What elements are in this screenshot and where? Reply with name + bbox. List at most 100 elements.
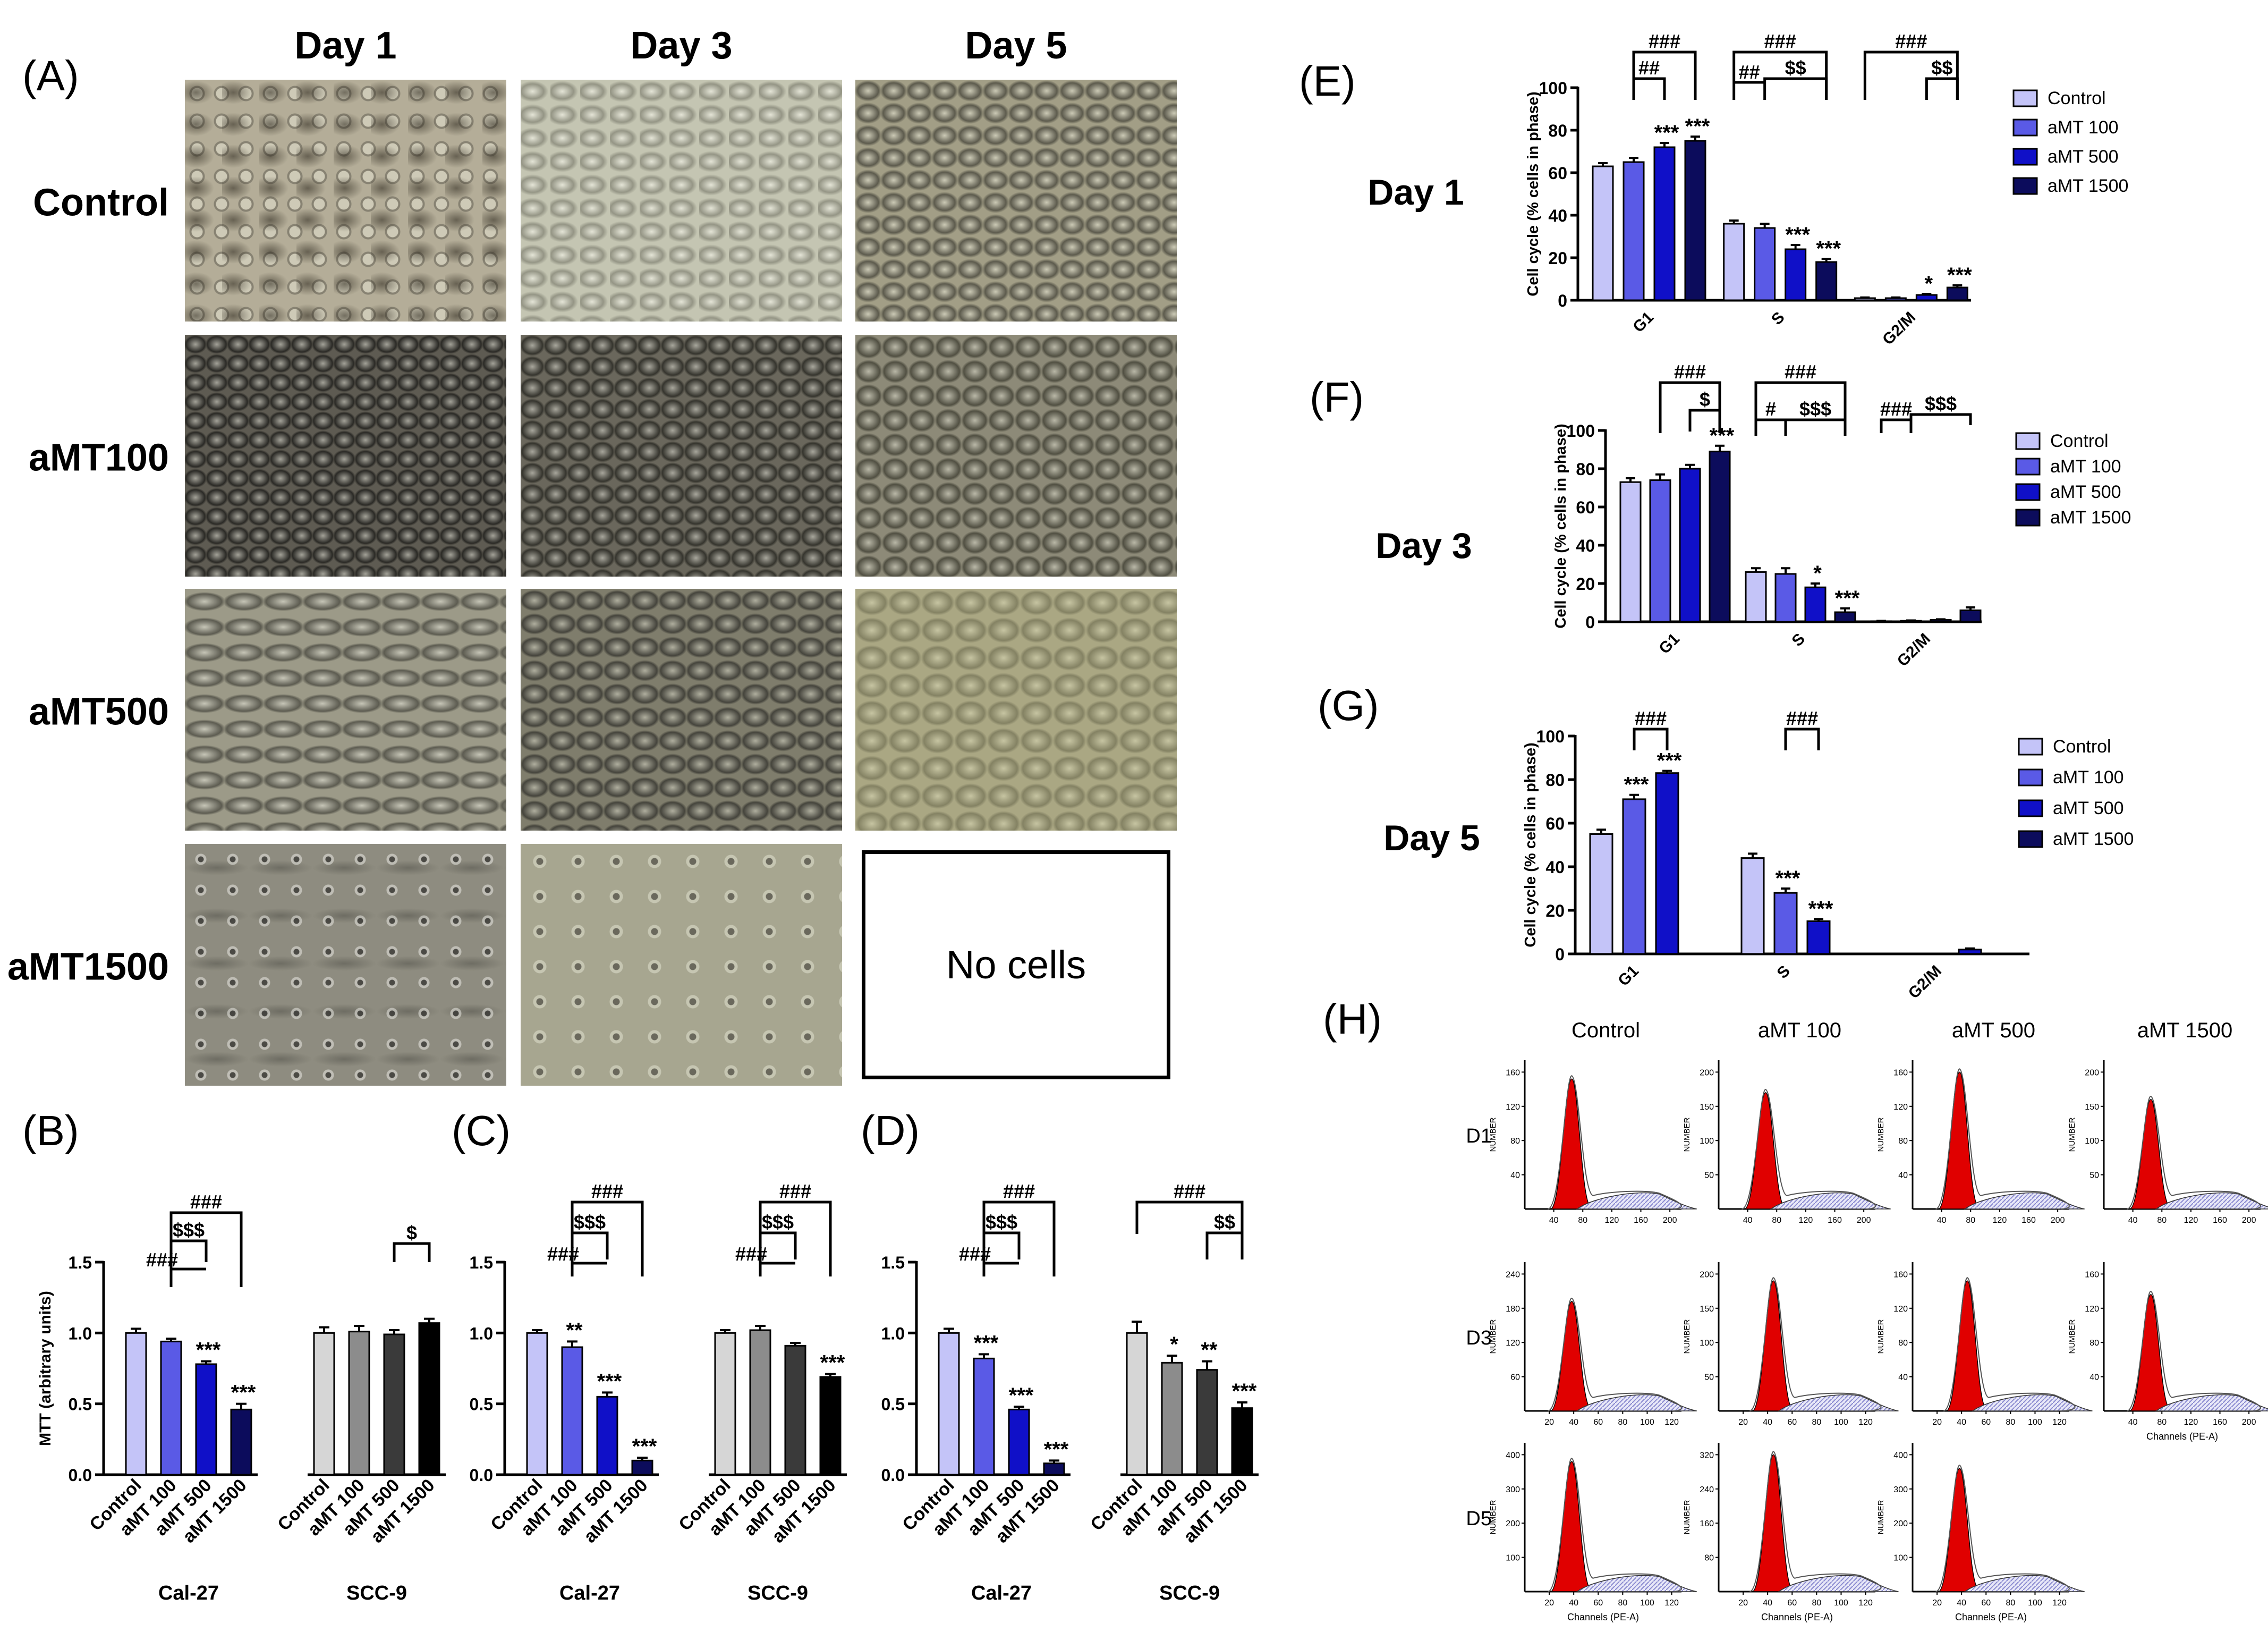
mtt-b-bar (125, 1332, 147, 1476)
histogram-y-axis-label: NUMBER (1683, 1319, 1692, 1354)
cycle-g-bar (1655, 772, 1679, 955)
cycle-f-ann-6-bracket (1880, 418, 1913, 433)
histogram-x-tick-label: 80 (2006, 1418, 2015, 1427)
panel-label-f: (F) (1310, 374, 1364, 421)
histogram-s-phase (1964, 1192, 2085, 1210)
histogram-y-axis-label: NUMBER (1876, 1500, 1885, 1534)
histogram-x-tick-label: 40 (1763, 1599, 1772, 1608)
cycle-f-bar (1804, 586, 1827, 623)
mtt-c-bar (596, 1396, 618, 1476)
mtt-d-group-label: Cal-27 (971, 1582, 1032, 1604)
mtt-b-bar (230, 1408, 252, 1476)
cycle-g-legend-label: aMT 1500 (2053, 829, 2134, 849)
histogram-y-tick-label: 120 (2085, 1305, 2099, 1314)
histogram-x-tick-label: 20 (1544, 1418, 1554, 1427)
histogram-x-tick-label: 80 (2006, 1599, 2015, 1608)
micrograph-control-day-3 (521, 80, 842, 322)
mtt-c-group-label: Cal-27 (559, 1582, 620, 1604)
histogram-x-tick-label: 100 (1834, 1599, 1848, 1608)
column-header-day-5: Day 5 (965, 24, 1067, 67)
histogram-x-tick-label: 60 (1787, 1418, 1797, 1427)
mtt-b-y-tick-label: 0.5 (69, 1395, 92, 1414)
histogram-y-tick-label: 150 (2085, 1103, 2099, 1112)
histogram-y-tick-label: 300 (1506, 1485, 1520, 1494)
cycle-e-bar (1815, 261, 1838, 301)
cycle-g-bar (1589, 833, 1613, 955)
histogram-y-axis-label: NUMBER (2068, 1319, 2077, 1354)
histogram-x-tick-label: 120 (1799, 1216, 1813, 1225)
cycle-e-x-tick-label: G2/M (1879, 309, 1919, 349)
histogram-x-tick-label: 160 (2213, 1216, 2227, 1225)
cycle-e-legend-swatch (2012, 177, 2038, 195)
empty-micrograph: No cells (862, 850, 1170, 1079)
cycle-f-legend-label: aMT 100 (2050, 456, 2121, 477)
cycle-e-y-tick-label: 0 (1558, 291, 1567, 310)
cycle-g-ann-2-bracket (1784, 728, 1820, 750)
cycle-g-legend-label: aMT 500 (2053, 798, 2124, 818)
mtt-c-ann-1-label: ### (591, 1180, 623, 1202)
cycle-f-ann-2-label: $ (1700, 388, 1710, 410)
histogram-x-tick-label: 80 (1772, 1216, 1781, 1225)
cycle-f-ann-7-label: $$$ (1925, 393, 1957, 415)
mtt-c-y-tick-label: 1.5 (470, 1253, 493, 1272)
histogram-x-tick-label: 80 (1618, 1418, 1627, 1427)
histogram-y-tick-label: 50 (2089, 1171, 2099, 1180)
histogram-s-phase (1964, 1575, 2085, 1592)
histogram-x-tick-label: 20 (1932, 1599, 1942, 1608)
cycle-e-y-tick-label: 20 (1548, 249, 1567, 268)
mtt-b-bar (348, 1331, 370, 1476)
histogram-y-tick-label: 50 (1704, 1171, 1714, 1180)
cycle-f-legend-label: Control (2050, 431, 2109, 451)
cycle-e-legend-swatch (2012, 89, 2038, 107)
mtt-d-ann-3-bracket (982, 1231, 1021, 1259)
mtt-b-y-tick-label: 1.0 (69, 1324, 92, 1343)
histogram-y-tick-label: 120 (1893, 1103, 1908, 1112)
histogram-y-tick-label: 80 (1898, 1137, 1908, 1146)
mtt-b-y-tick-label: 0.0 (69, 1466, 92, 1485)
cycle-e-x-tick-label: G1 (1629, 309, 1657, 336)
mtt-c-y-tick-label: 0.5 (470, 1395, 493, 1414)
mtt-d-significance: *** (1232, 1380, 1257, 1403)
mtt-c-significance: *** (632, 1435, 657, 1458)
histogram-s-phase (2155, 1394, 2268, 1411)
histogram-x-tick-label: 200 (2051, 1216, 2065, 1225)
histogram-x-tick-label: 80 (1812, 1599, 1821, 1608)
cycle-e-legend-label: aMT 1500 (2048, 176, 2128, 196)
cycle-g-legend-label: Control (2053, 737, 2111, 757)
micrograph-amt100-day-5 (855, 335, 1177, 577)
histogram-fit-curve (1548, 1075, 1682, 1210)
cycle-g-x-tick-label: S (1773, 962, 1793, 982)
cycle-g-ann-2-label: ### (1786, 707, 1818, 729)
cycle-e-legend-label: Control (2048, 88, 2106, 108)
histogram-x-tick-label: 100 (1834, 1418, 1848, 1427)
histogram-y-axis-label: NUMBER (2068, 1117, 2077, 1152)
histogram-s-phase (1576, 1192, 1697, 1210)
mtt-c-y-tick-label: 0.0 (470, 1466, 493, 1485)
histogram-x-tick-label: 80 (2157, 1418, 2167, 1427)
row-label-amt1500: aMT1500 (7, 946, 169, 988)
histogram-x-tick-label: 40 (1957, 1418, 1966, 1427)
mtt-b-significance: *** (196, 1339, 221, 1362)
histogram-y-tick-label: 240 (1506, 1270, 1520, 1279)
cycle-g-significance: *** (1624, 773, 1649, 797)
histogram-x-tick-label: 120 (1664, 1599, 1679, 1608)
panel-label-h: (H) (1323, 995, 1382, 1043)
cycle-e-ann-4-label: ## (1739, 61, 1760, 83)
cycle-e-bar (1723, 223, 1745, 301)
cycle-e-significance: *** (1947, 264, 1972, 287)
cycle-g-bar (1806, 920, 1831, 955)
cycle-f-ann-6-label: ### (1880, 398, 1912, 420)
mtt-c-ann-5-label: ### (735, 1243, 767, 1265)
cycle-g-legend-swatch (2018, 799, 2043, 817)
cycle-e-ann-7-bracket (1925, 77, 1959, 100)
mtt-b-bar (383, 1333, 405, 1476)
histogram-fit-curve (1749, 1451, 1882, 1592)
mtt-d-y-tick-label: 1.5 (881, 1253, 905, 1272)
mtt-c-ann-3-label: $$$ (574, 1211, 606, 1233)
cycle-f-y-tick-label: 80 (1576, 460, 1595, 479)
cycle-e-bar (1623, 161, 1645, 301)
histogram-x-tick-label: 80 (1578, 1216, 1587, 1225)
histogram-g1-peak (1938, 1071, 1978, 1210)
histogram-x-tick-label: 120 (1858, 1599, 1873, 1608)
mtt-b-ann-2-label: ### (146, 1249, 178, 1271)
